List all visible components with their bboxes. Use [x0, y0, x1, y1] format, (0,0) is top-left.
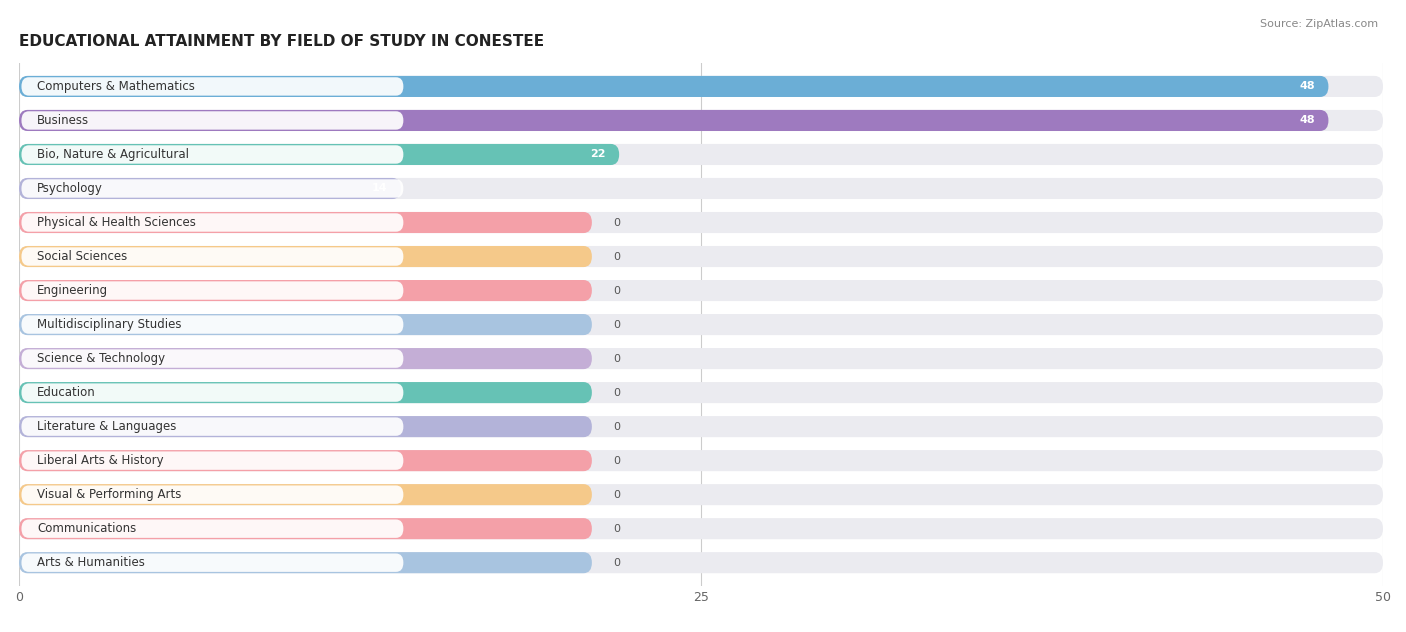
FancyBboxPatch shape — [20, 212, 1384, 233]
Text: 14: 14 — [371, 183, 387, 193]
Text: Multidisciplinary Studies: Multidisciplinary Studies — [37, 318, 181, 331]
Text: Bio, Nature & Agricultural: Bio, Nature & Agricultural — [37, 148, 188, 161]
Text: Psychology: Psychology — [37, 182, 103, 195]
FancyBboxPatch shape — [20, 518, 592, 539]
FancyBboxPatch shape — [20, 552, 1384, 573]
FancyBboxPatch shape — [21, 384, 404, 402]
Text: 0: 0 — [613, 524, 620, 533]
Text: Physical & Health Sciences: Physical & Health Sciences — [37, 216, 195, 229]
FancyBboxPatch shape — [20, 144, 1384, 165]
FancyBboxPatch shape — [21, 111, 404, 130]
Text: 0: 0 — [613, 557, 620, 568]
FancyBboxPatch shape — [20, 178, 1384, 199]
FancyBboxPatch shape — [20, 484, 592, 505]
Text: 48: 48 — [1299, 116, 1315, 126]
FancyBboxPatch shape — [21, 315, 404, 334]
Text: Business: Business — [37, 114, 89, 127]
FancyBboxPatch shape — [20, 178, 401, 199]
FancyBboxPatch shape — [21, 349, 404, 368]
FancyBboxPatch shape — [20, 280, 592, 301]
FancyBboxPatch shape — [20, 552, 592, 573]
FancyBboxPatch shape — [20, 76, 1329, 97]
Text: 0: 0 — [613, 217, 620, 228]
Text: EDUCATIONAL ATTAINMENT BY FIELD OF STUDY IN CONESTEE: EDUCATIONAL ATTAINMENT BY FIELD OF STUDY… — [20, 34, 544, 49]
FancyBboxPatch shape — [21, 281, 404, 300]
Text: Education: Education — [37, 386, 96, 399]
Text: 0: 0 — [613, 387, 620, 398]
FancyBboxPatch shape — [20, 382, 1384, 403]
FancyBboxPatch shape — [20, 416, 592, 437]
FancyBboxPatch shape — [20, 314, 592, 335]
Text: 48: 48 — [1299, 82, 1315, 92]
FancyBboxPatch shape — [20, 484, 1384, 505]
FancyBboxPatch shape — [21, 417, 404, 436]
FancyBboxPatch shape — [21, 520, 404, 538]
FancyBboxPatch shape — [21, 214, 404, 232]
FancyBboxPatch shape — [20, 246, 1384, 267]
FancyBboxPatch shape — [20, 348, 1384, 369]
FancyBboxPatch shape — [20, 110, 1329, 131]
FancyBboxPatch shape — [21, 145, 404, 164]
Text: Visual & Performing Arts: Visual & Performing Arts — [37, 488, 181, 501]
Text: 0: 0 — [613, 422, 620, 432]
FancyBboxPatch shape — [20, 450, 592, 471]
FancyBboxPatch shape — [20, 76, 1384, 97]
Text: Engineering: Engineering — [37, 284, 108, 297]
FancyBboxPatch shape — [20, 212, 592, 233]
FancyBboxPatch shape — [20, 382, 592, 403]
Text: Arts & Humanities: Arts & Humanities — [37, 556, 145, 569]
Text: Science & Technology: Science & Technology — [37, 352, 165, 365]
Text: 0: 0 — [613, 490, 620, 500]
FancyBboxPatch shape — [21, 179, 404, 198]
FancyBboxPatch shape — [20, 110, 1384, 131]
FancyBboxPatch shape — [21, 247, 404, 265]
Text: Computers & Mathematics: Computers & Mathematics — [37, 80, 195, 93]
FancyBboxPatch shape — [20, 348, 592, 369]
Text: Literature & Languages: Literature & Languages — [37, 420, 176, 433]
FancyBboxPatch shape — [20, 416, 1384, 437]
Text: 0: 0 — [613, 353, 620, 363]
FancyBboxPatch shape — [21, 554, 404, 572]
FancyBboxPatch shape — [20, 518, 1384, 539]
FancyBboxPatch shape — [20, 314, 1384, 335]
Text: 0: 0 — [613, 286, 620, 296]
FancyBboxPatch shape — [21, 451, 404, 470]
FancyBboxPatch shape — [20, 144, 619, 165]
FancyBboxPatch shape — [21, 485, 404, 504]
Text: Source: ZipAtlas.com: Source: ZipAtlas.com — [1260, 19, 1378, 29]
Text: Communications: Communications — [37, 522, 136, 535]
Text: 0: 0 — [613, 252, 620, 262]
FancyBboxPatch shape — [21, 77, 404, 95]
Text: 22: 22 — [591, 150, 606, 159]
FancyBboxPatch shape — [20, 246, 592, 267]
Text: Liberal Arts & History: Liberal Arts & History — [37, 454, 163, 467]
FancyBboxPatch shape — [20, 280, 1384, 301]
Text: 0: 0 — [613, 320, 620, 329]
Text: 0: 0 — [613, 456, 620, 466]
Text: Social Sciences: Social Sciences — [37, 250, 128, 263]
FancyBboxPatch shape — [20, 450, 1384, 471]
